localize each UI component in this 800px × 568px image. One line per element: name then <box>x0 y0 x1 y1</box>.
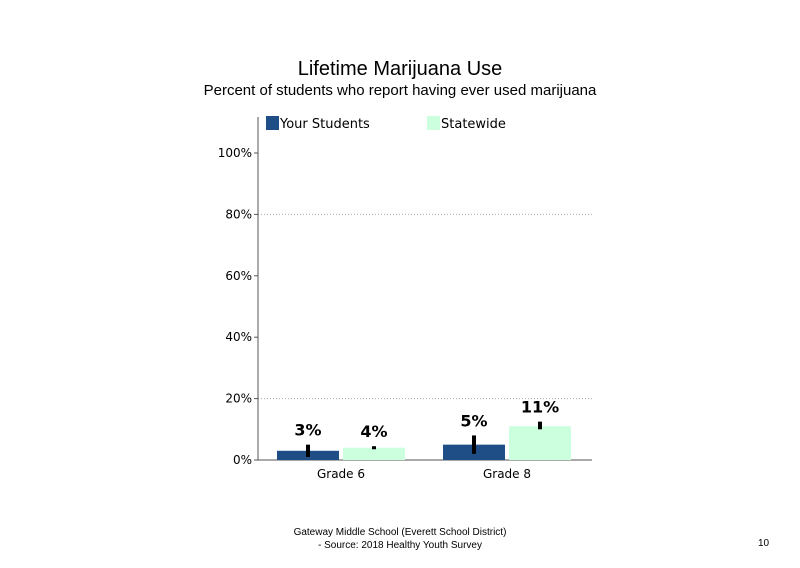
footer-school: Gateway Middle School (Everett School Di… <box>293 527 507 538</box>
y-tick-label-100: 100% <box>218 146 252 160</box>
chart-title: Lifetime Marijuana Use <box>297 58 503 80</box>
legend-swatch-1 <box>427 116 440 130</box>
data-label-1-0: 4% <box>360 422 387 441</box>
y-tick-label-40: 40% <box>225 330 252 344</box>
legend-swatch-0 <box>266 116 279 130</box>
y-tick-label-20: 20% <box>225 392 252 406</box>
x-tick-label-0: Grade 6 <box>317 467 365 481</box>
legend-label-0: Your Students <box>279 117 370 132</box>
data-label-1-1: 11% <box>521 398 559 417</box>
footer-source: - Source: 2018 Healthy Youth Survey <box>318 540 482 551</box>
data-label-0-1: 5% <box>460 411 487 430</box>
y-tick-label-60: 60% <box>225 269 252 283</box>
x-tick-label-1: Grade 8 <box>483 467 531 481</box>
y-tick-label-0: 0% <box>233 453 252 467</box>
legend-label-1: Statewide <box>441 117 506 132</box>
bar-1-0 <box>343 447 405 460</box>
y-tick-label-80: 80% <box>225 207 252 221</box>
page-number: 10 <box>758 538 770 549</box>
data-label-0-0: 3% <box>294 421 321 440</box>
chart-subtitle: Percent of students who report having ev… <box>203 82 597 99</box>
bar-1-1 <box>509 426 571 460</box>
footer: Gateway Middle School (Everett School Di… <box>200 526 600 552</box>
